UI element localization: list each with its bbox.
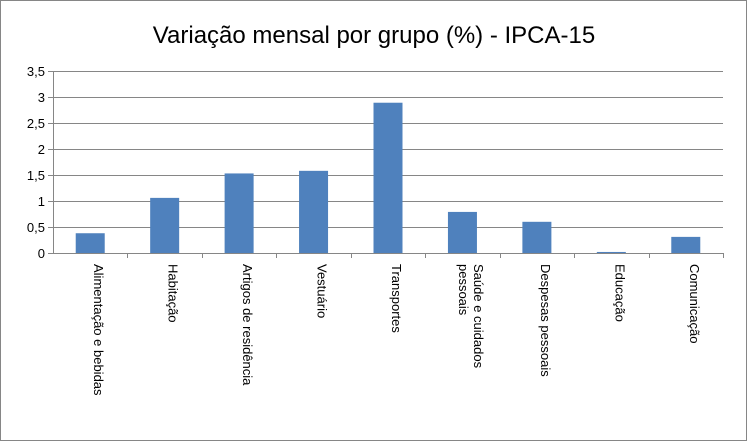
bar	[299, 170, 329, 253]
x-tick-label: Comunicação	[687, 264, 702, 344]
y-tick-label: 3	[38, 90, 45, 105]
y-tick-label: 0	[38, 246, 45, 261]
bar	[447, 211, 477, 253]
x-tick-label: Educação	[612, 264, 627, 322]
bar	[75, 233, 105, 253]
bar	[522, 221, 552, 253]
bar	[224, 173, 254, 253]
y-tick-label: 1,5	[27, 168, 45, 183]
x-tick-label: Habitação	[166, 264, 181, 323]
bars	[75, 102, 701, 253]
y-tick-label: 0,5	[27, 220, 45, 235]
bar	[671, 236, 701, 253]
x-tick-label: Artigos de residência	[240, 264, 255, 386]
bar	[150, 197, 180, 253]
x-tick-label: Vestuário	[315, 264, 330, 318]
x-tick-label: Saúde e cuidados	[471, 264, 486, 369]
bar	[373, 102, 403, 253]
x-tick-label: pessoais	[456, 264, 471, 316]
x-tick-label: Transportes	[389, 264, 404, 333]
y-tick-label: 2,5	[27, 116, 45, 131]
x-tick-label: Alimentação e bebidas	[91, 264, 106, 396]
bar	[596, 251, 626, 253]
y-tick-label: 1	[38, 194, 45, 209]
y-axis-tick-labels: 0 0,5 1 1,5 2 2,5 3 3,5	[27, 64, 45, 261]
axes	[53, 71, 724, 258]
y-tick-label: 2	[38, 142, 45, 157]
y-tick-label: 3,5	[27, 64, 45, 79]
x-tick-label: Despesas pessoais	[538, 264, 553, 377]
chart-title: Variação mensal por grupo (%) - IPCA-15	[153, 22, 595, 49]
x-axis-tick-labels: Alimentação e bebidas Habitação Artigos de…	[91, 264, 702, 396]
